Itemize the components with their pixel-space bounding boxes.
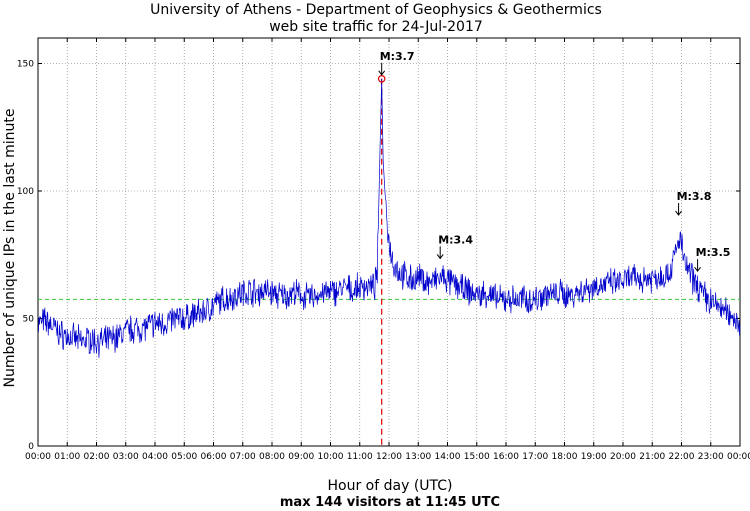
y-axis-label: Number of unique IPs in the last minute [2,109,18,388]
x-tick-label: 02:00 [84,452,110,462]
chart-subtitle: web site traffic for 24-Jul-2017 [269,19,483,35]
x-tick-label: 00:00 [727,452,750,462]
x-tick-label: 13:00 [405,452,431,462]
chart-title: University of Athens - Department of Geo… [150,2,602,18]
annotation-arrowhead [436,254,444,260]
annotation-label: M:3.8 [677,190,712,203]
annotation-arrowhead [694,266,701,272]
x-tick-label: 12:00 [376,452,402,462]
axes [37,37,741,447]
x-tick-label: 01:00 [54,452,80,462]
x-tick-label: 23:00 [698,452,724,462]
traffic-series-line [37,78,741,358]
x-axis-label: Hour of day (UTC) [328,478,453,494]
annotations: M:3.7 M:3.4 M:3.8 M:3.5 [378,50,731,272]
x-tick-label: 11:00 [347,452,373,462]
x-tick-label: 06:00 [201,452,227,462]
x-tick-label: 09:00 [288,452,314,462]
x-tick-label: 05:00 [171,452,197,462]
annotation-arrowhead [378,70,386,76]
x-tick-label: 10:00 [318,452,344,462]
y-tick-label: 150 [17,60,34,70]
x-tick-label: 20:00 [610,452,636,462]
x-tick-label: 07:00 [230,452,256,462]
y-tick-label: 50 [23,315,35,325]
y-tick-label: 0 [28,442,34,452]
annotation-label: M:3.5 [696,246,731,259]
y-tick-labels: 0 50 100 150 [17,60,34,453]
annotation-label: M:3.7 [380,50,415,63]
x-tick-label: 18:00 [552,452,578,462]
max-visitors-note: max 144 visitors at 11:45 UTC [280,495,500,510]
x-tick-label: 21:00 [639,452,665,462]
y-tick-label: 100 [17,187,34,197]
x-tick-label: 08:00 [259,452,285,462]
x-tick-labels: 00:00 01:00 02:00 03:00 04:00 05:00 06:00 07:00… [25,452,750,462]
annotation-label: M:3.4 [438,233,473,246]
x-tick-label: 14:00 [435,452,461,462]
x-tick-label: 17:00 [522,452,548,462]
x-tick-label: 16:00 [493,452,519,462]
x-tick-label: 04:00 [142,452,168,462]
x-tick-label: 19:00 [581,452,607,462]
x-tick-label: 22:00 [669,452,695,462]
x-tick-label: 00:00 [25,452,51,462]
x-tick-label: 15:00 [464,452,490,462]
annotation-arrowhead [675,210,682,216]
x-tick-label: 03:00 [113,452,139,462]
grid-lines [38,38,740,446]
